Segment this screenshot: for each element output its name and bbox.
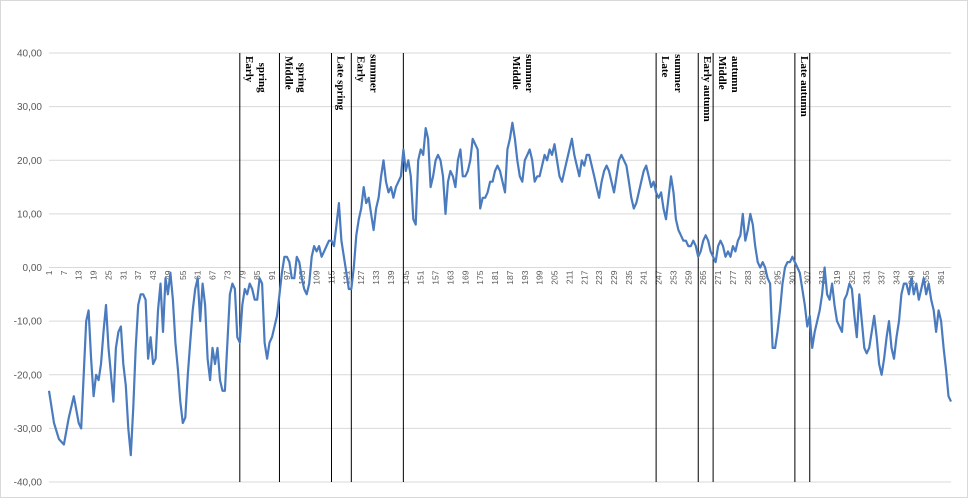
series-group — [47, 121, 952, 457]
x-tick-label: 301 — [787, 270, 797, 284]
x-tick-label: 133 — [371, 270, 381, 284]
y-tick-label: -20,00 — [14, 370, 43, 381]
x-tick-label: 139 — [386, 270, 396, 284]
x-tick-label: 145 — [401, 270, 411, 284]
x-tick-label: 43 — [148, 270, 158, 280]
x-tick-label: 295 — [773, 270, 783, 284]
x-tick-label: 37 — [133, 270, 143, 280]
x-tick-label: 127 — [356, 270, 366, 284]
x-tick-label: 247 — [654, 270, 664, 284]
x-tick-label: 199 — [535, 270, 545, 284]
x-tick-label: 223 — [594, 270, 604, 284]
x-tick-label: 361 — [936, 270, 946, 284]
season-label: Late spring — [334, 56, 346, 111]
x-tick-label: 313 — [817, 270, 827, 284]
x-tick-label: 1 — [44, 270, 54, 275]
x-tick-label: 19 — [89, 270, 99, 280]
x-tick-label: 163 — [445, 270, 455, 284]
x-tick-label: 235 — [624, 270, 634, 284]
x-tick-label: 13 — [74, 270, 84, 280]
season-label: Early — [243, 56, 255, 83]
season-markers: Early spring Middle spring Late spring Early s… — [239, 53, 811, 482]
x-tick-label: 7 — [59, 270, 69, 275]
x-tick-label: 343 — [891, 270, 901, 284]
x-tick-label: 55 — [178, 270, 188, 280]
x-tick-label: 283 — [743, 270, 753, 284]
y-axis-tick-labels: -40,00 -30,00 -20,00 -10,00 0,00 10,00 20,00 30… — [14, 49, 43, 489]
season-label: Middle — [716, 56, 728, 90]
y-tick-label: 20,00 — [17, 156, 42, 167]
x-tick-label: 337 — [877, 270, 887, 284]
x-tick-label: 79 — [237, 270, 247, 280]
x-axis-tick-labels: 1 7 13 19 25 31 37 43 49 55 61 67 73 79 85 91 97 103 109 11… — [44, 270, 946, 284]
x-tick-label: 355 — [921, 270, 931, 284]
x-tick-label: 211 — [564, 270, 574, 284]
y-tick-label: 0,00 — [23, 263, 43, 274]
x-tick-label: 61 — [193, 270, 203, 280]
x-tick-label: 241 — [639, 270, 649, 284]
season-label: summer — [523, 54, 535, 93]
season-label: Late — [659, 56, 671, 78]
x-tick-label: 91 — [267, 270, 277, 280]
x-tick-label: 205 — [550, 270, 560, 284]
x-tick-label: 109 — [312, 270, 322, 284]
x-tick-label: 277 — [728, 270, 738, 284]
x-tick-label: 181 — [490, 270, 500, 284]
season-label: Late autumn — [798, 56, 810, 117]
x-tick-label: 265 — [698, 270, 708, 284]
x-tick-label: 319 — [832, 270, 842, 284]
x-tick-label: 157 — [431, 270, 441, 284]
season-label: summer — [672, 54, 684, 93]
x-tick-label: 25 — [103, 270, 113, 280]
y-tick-label: -10,00 — [14, 317, 43, 328]
x-tick-label: 187 — [505, 270, 515, 284]
y-tick-label: 40,00 — [17, 49, 42, 60]
season-label: summer — [367, 54, 379, 93]
season-label: Middle — [282, 56, 294, 90]
series-line — [47, 121, 952, 457]
season-label: spring — [295, 63, 307, 93]
x-tick-label: 31 — [118, 270, 128, 280]
x-tick-label: 307 — [802, 270, 812, 284]
x-tick-label: 259 — [683, 270, 693, 284]
x-tick-label: 175 — [475, 270, 485, 284]
season-label: autumn — [729, 56, 741, 93]
y-tick-label: 30,00 — [17, 102, 42, 113]
y-tick-label: -40,00 — [14, 478, 43, 489]
season-label: spring — [256, 63, 268, 93]
x-tick-label: 253 — [668, 270, 678, 284]
x-tick-label: 229 — [609, 270, 619, 284]
y-tick-label: 10,00 — [17, 209, 42, 220]
x-tick-label: 151 — [416, 270, 426, 284]
x-tick-label: 169 — [460, 270, 470, 284]
x-tick-label: 289 — [758, 270, 768, 284]
season-label: Middle — [510, 56, 522, 90]
x-tick-label: 331 — [862, 270, 872, 284]
season-label: Early — [354, 56, 366, 83]
season-label: Early autumn — [701, 56, 713, 122]
x-tick-label: 271 — [713, 270, 723, 284]
x-tick-label: 193 — [520, 270, 530, 284]
y-tick-label: -30,00 — [14, 424, 43, 435]
x-tick-label: 85 — [252, 270, 262, 280]
x-tick-label: 73 — [222, 270, 232, 280]
x-tick-label: 325 — [847, 270, 857, 284]
x-tick-label: 67 — [208, 270, 218, 280]
x-tick-label: 97 — [282, 270, 292, 280]
x-tick-label: 49 — [163, 270, 173, 280]
x-tick-label: 217 — [579, 270, 589, 284]
